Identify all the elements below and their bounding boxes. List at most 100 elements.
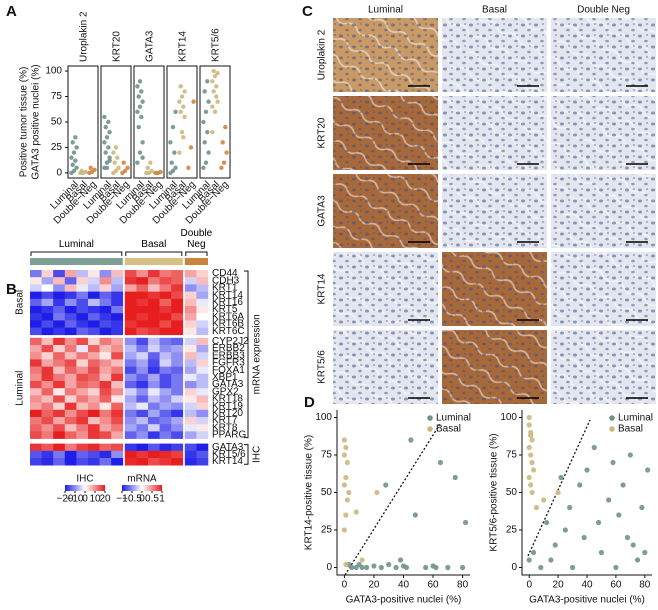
heat-cell xyxy=(148,291,160,300)
point xyxy=(393,564,399,571)
micrograph-nuclei xyxy=(333,18,438,92)
point xyxy=(386,561,392,568)
heat-cell xyxy=(64,381,77,389)
dot xyxy=(136,124,141,130)
colorbar xyxy=(65,485,105,491)
heat-cell xyxy=(148,277,160,285)
heat-cell xyxy=(196,298,209,307)
heat-cell xyxy=(99,395,112,403)
row-label: CYP2J2 xyxy=(212,336,249,347)
y-tick-label: 75 xyxy=(506,450,518,461)
facet-title: GATA3 xyxy=(145,30,156,62)
heat-cell xyxy=(159,313,172,321)
dot xyxy=(140,140,145,145)
row-label: KRT18 xyxy=(212,394,243,405)
heat-cell xyxy=(30,395,42,403)
point xyxy=(343,512,349,518)
heat-cell xyxy=(30,381,42,389)
heat-cell xyxy=(171,337,184,346)
heat-cell xyxy=(184,388,197,396)
dot xyxy=(168,140,173,145)
point xyxy=(616,512,622,518)
legend-title: IHC xyxy=(76,474,93,485)
point xyxy=(412,512,418,518)
heat-cell xyxy=(99,424,112,432)
heat-cell xyxy=(171,388,184,396)
heat-cell xyxy=(53,345,66,353)
heat-cell xyxy=(88,345,100,353)
heat-cell xyxy=(111,298,124,307)
dot xyxy=(125,165,130,171)
dot xyxy=(206,150,211,155)
heat-cell xyxy=(88,359,100,367)
dot xyxy=(220,140,225,145)
reference-line xyxy=(344,423,441,576)
y-tick-label: 0 xyxy=(56,168,62,179)
heat-cell xyxy=(53,381,66,389)
x-tick-label: 0 xyxy=(526,580,532,591)
heat-cell xyxy=(111,395,124,403)
heat-cell xyxy=(184,320,197,328)
point xyxy=(634,557,641,563)
heat-cell xyxy=(53,373,66,382)
dot xyxy=(148,160,153,165)
heat-cell xyxy=(111,277,124,285)
heat-cell xyxy=(30,327,42,336)
dot xyxy=(74,165,79,171)
y-tick-label: 25 xyxy=(51,142,63,153)
heat-cell xyxy=(148,284,160,292)
heat-cell xyxy=(88,366,100,375)
heat-cell xyxy=(184,450,197,459)
heat-cell xyxy=(184,277,197,285)
heat-cell xyxy=(64,359,77,367)
point xyxy=(555,489,561,496)
point xyxy=(423,564,429,571)
heat-cell xyxy=(159,359,172,367)
heat-cell xyxy=(136,458,149,466)
facet-title: KRT20 xyxy=(112,31,123,62)
row-label: KRT5 xyxy=(212,304,238,315)
heat-cell xyxy=(88,352,100,360)
heat-cell xyxy=(171,417,184,425)
heat-cell xyxy=(76,284,89,292)
heat-cell xyxy=(111,409,124,418)
heat-cell xyxy=(30,388,42,396)
heat-cell xyxy=(76,320,89,328)
x-tick-label: 0 xyxy=(342,580,348,591)
point xyxy=(363,564,370,571)
dot xyxy=(206,99,211,104)
dot xyxy=(70,162,75,167)
row-label: KRT20 xyxy=(212,408,243,419)
heat-cell xyxy=(88,409,100,418)
point xyxy=(343,474,349,481)
heat-cell xyxy=(64,284,77,292)
heat-cell xyxy=(136,320,149,328)
point xyxy=(558,474,564,481)
point xyxy=(639,504,645,511)
y-tick-label: 0 xyxy=(326,562,332,573)
heat-cell xyxy=(184,417,197,425)
point xyxy=(341,482,347,488)
point xyxy=(346,489,352,496)
dot xyxy=(181,135,186,140)
heat-cell xyxy=(136,366,149,375)
point xyxy=(378,564,384,571)
heat-cell xyxy=(30,345,42,353)
dot xyxy=(172,150,177,155)
heat-cell xyxy=(88,450,100,459)
panel-label: D xyxy=(304,394,315,411)
heat-cell xyxy=(148,431,160,439)
row-label: KRT19 xyxy=(212,401,243,412)
heat-cell xyxy=(196,352,209,360)
dot xyxy=(212,109,218,115)
facet-frame xyxy=(199,65,231,179)
dot xyxy=(137,104,143,109)
heat-cell xyxy=(159,458,172,466)
heat-cell xyxy=(53,306,66,314)
heat-cell xyxy=(111,345,124,353)
dot xyxy=(73,158,78,163)
group-bar xyxy=(30,258,123,265)
heat-cell xyxy=(64,270,77,278)
colorbar-tick-label: 0 xyxy=(82,494,88,505)
